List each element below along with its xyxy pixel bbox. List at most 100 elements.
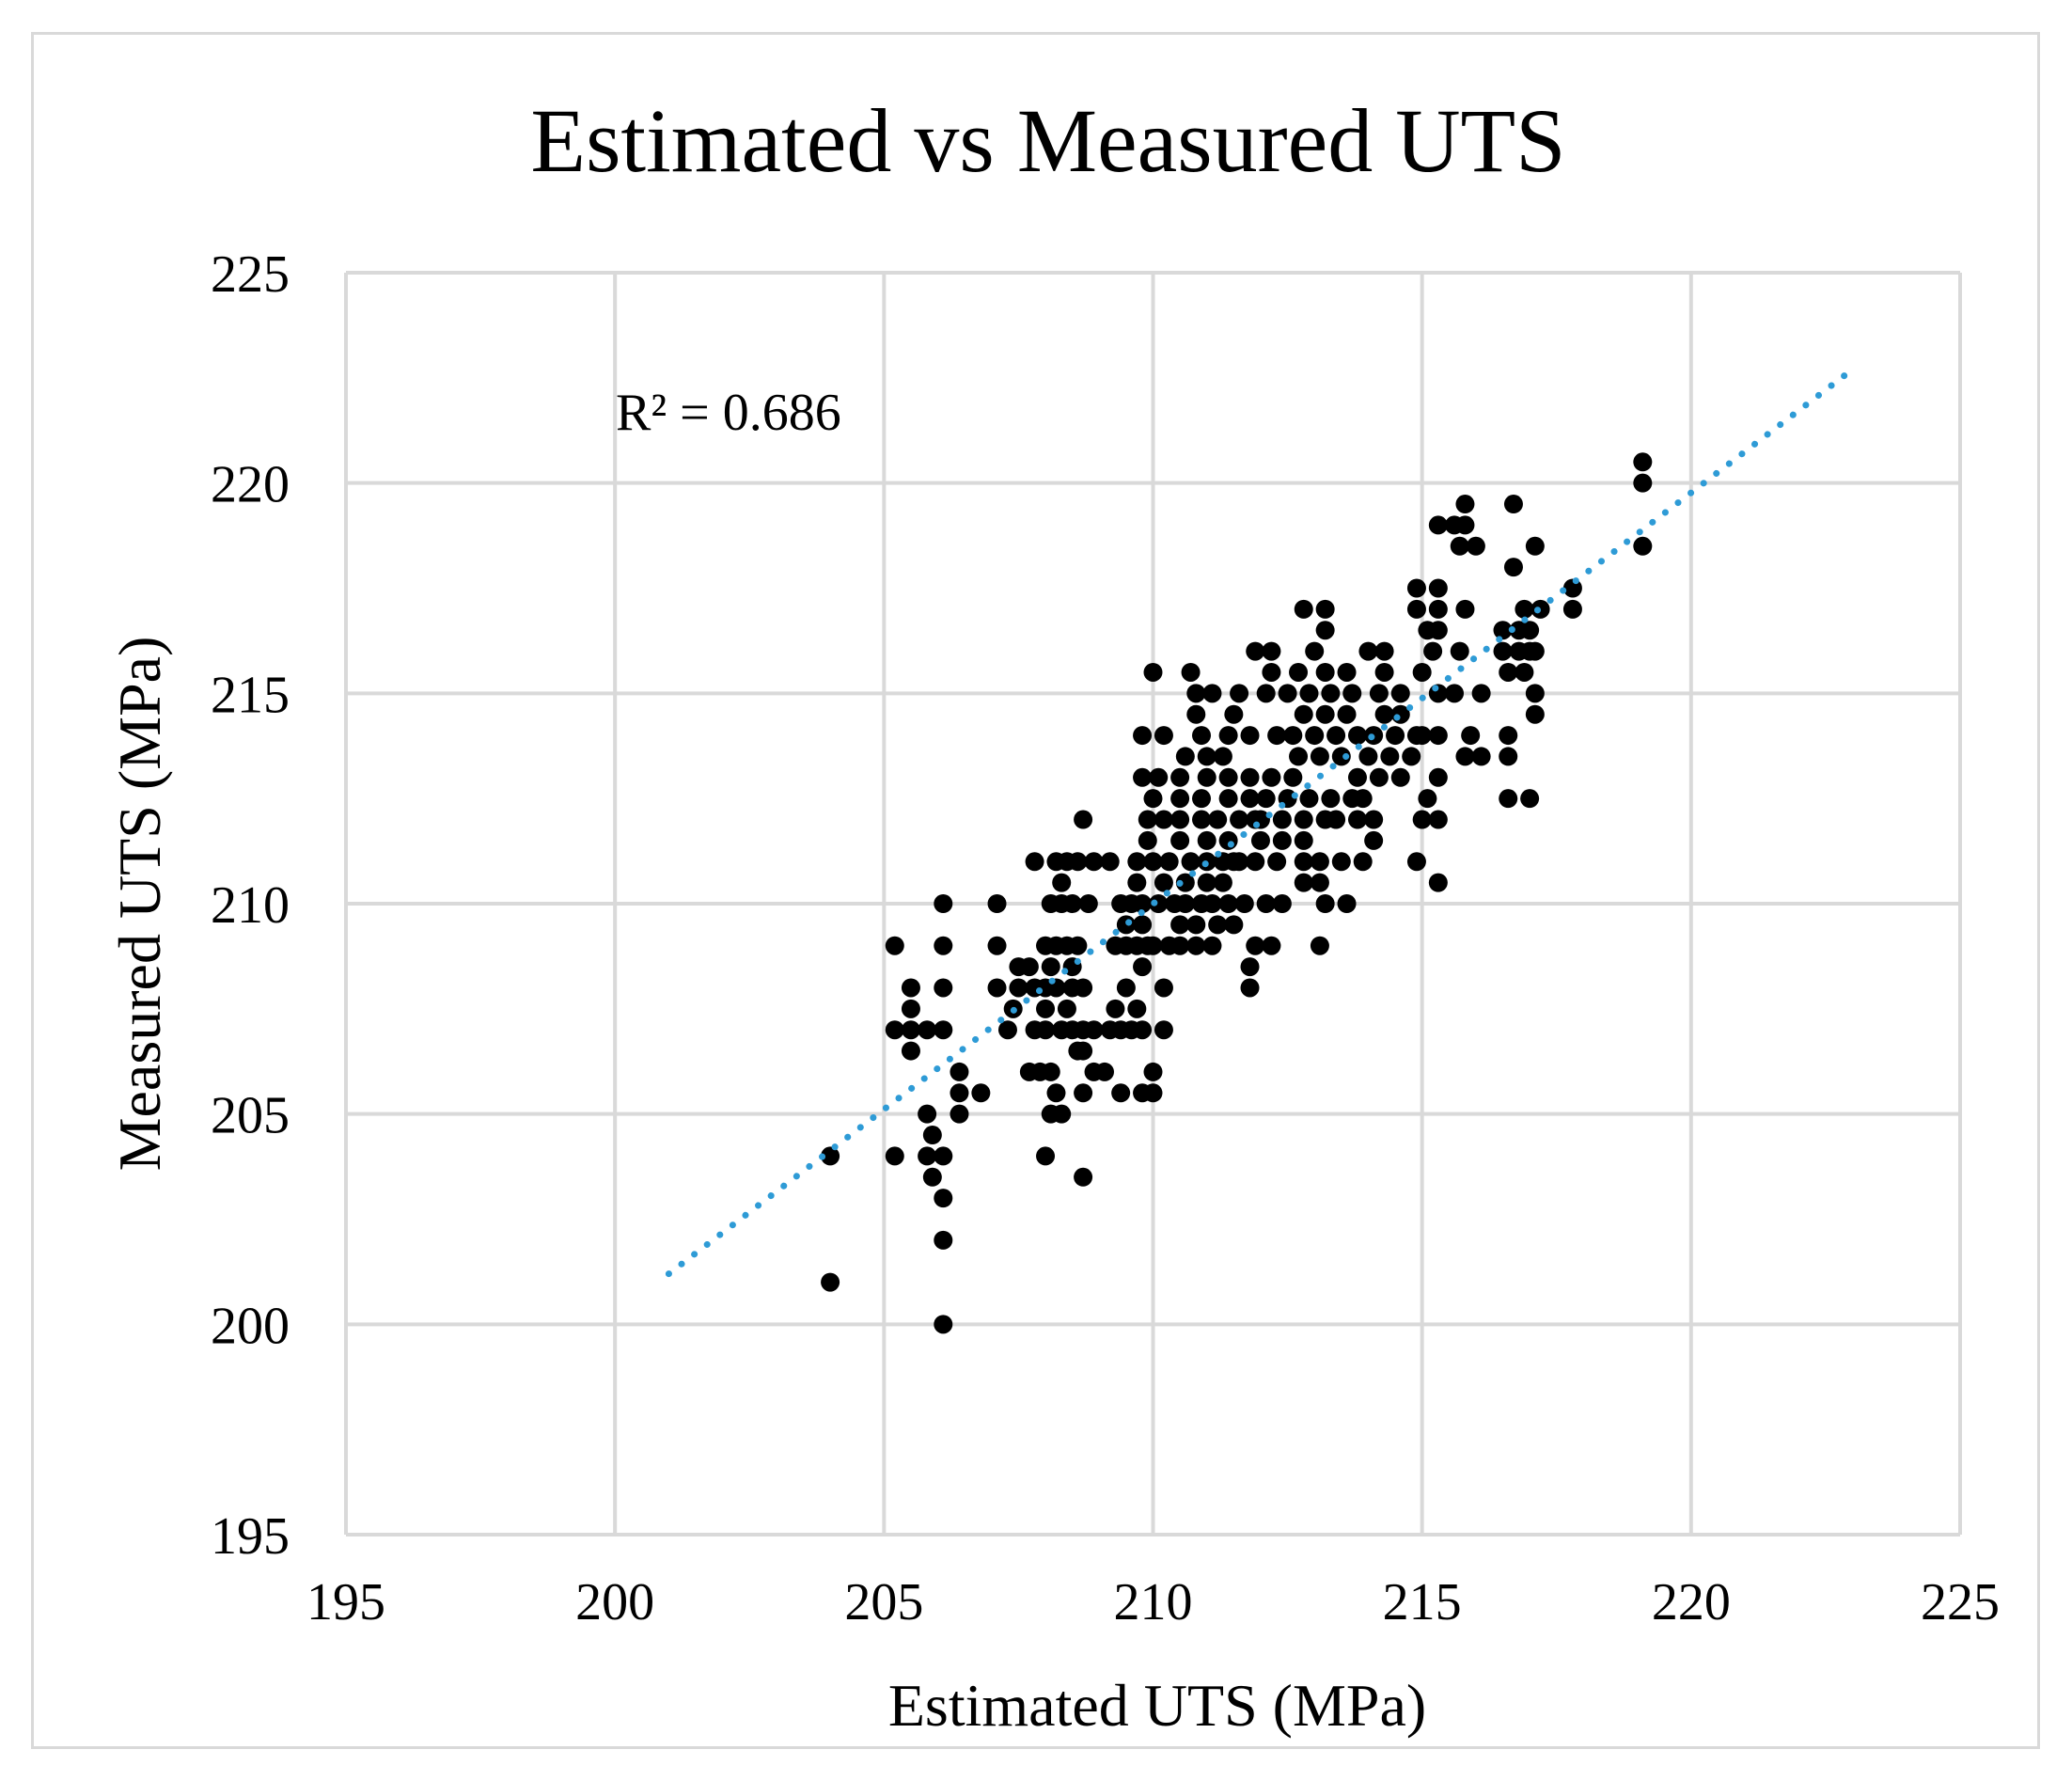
data-point-237 [1374,662,1394,682]
data-point-90 [1116,978,1136,998]
data-point-166 [1181,662,1201,682]
data-point-139 [1143,789,1163,809]
data-point-129 [1170,830,1190,850]
data-point-135 [1192,810,1212,829]
data-point-182 [1294,810,1313,829]
grid [344,271,1962,1537]
data-point-17 [934,1020,953,1040]
data-point-91 [1133,957,1153,977]
data-point-109 [1218,894,1238,913]
data-point-254 [1412,662,1432,682]
data-point-108 [1202,894,1222,913]
data-point-270 [1445,684,1465,703]
data-point-61 [1062,894,1082,913]
data-point-66 [1068,852,1088,872]
data-point-152 [1175,747,1195,766]
data-point-192 [1326,726,1346,746]
data-point-184 [1256,789,1276,809]
data-point-174 [1262,936,1281,955]
y-tick-label-1: 200 [211,1297,290,1355]
data-point-193 [1347,726,1367,746]
data-point-165 [1143,662,1163,682]
chart-title: Estimated vs Measured UTS [530,90,1565,191]
data-point-243 [1315,599,1335,619]
data-point-143 [1240,789,1260,809]
data-point-148 [1218,767,1238,787]
data-point-82 [1106,999,1125,1018]
data-point-229 [1358,747,1378,766]
data-point-214 [1294,852,1313,872]
data-point-137 [1230,810,1249,829]
data-point-103 [1133,894,1153,913]
data-point-203 [1246,641,1265,661]
data-point-121 [1127,852,1147,872]
data-point-210 [1310,747,1329,766]
data-point-114 [1208,915,1228,935]
data-point-5 [934,1146,953,1166]
data-point-200 [1289,662,1309,682]
data-point-98 [1170,936,1190,955]
data-point-124 [1181,852,1201,872]
data-point-28 [987,894,1007,913]
data-point-38 [1041,1104,1060,1124]
data-point-242 [1315,621,1335,640]
x-tick-label-6: 225 [1921,1573,2000,1631]
y-tick-label-3: 210 [211,876,290,935]
r-squared-annotation: R² = 0.686 [616,384,841,442]
data-point-86 [1154,1020,1173,1040]
data-point-118 [1175,873,1195,892]
data-point-84 [1143,1083,1163,1103]
data-point-245 [1406,852,1426,872]
x-tick-label-5: 220 [1652,1573,1731,1631]
data-point-266 [1466,536,1485,556]
data-point-15 [901,1020,920,1040]
data-point-147 [1197,767,1217,787]
data-point-209 [1289,747,1309,766]
data-point-274 [1471,747,1491,766]
data-point-2 [821,1146,840,1166]
data-point-298 [1633,473,1653,493]
data-point-123 [1159,852,1179,872]
data-point-156 [1154,726,1173,746]
data-point-62 [1078,894,1098,913]
data-point-291 [1525,704,1545,724]
data-point-146 [1170,767,1190,787]
data-point-9 [922,1126,942,1145]
data-point-219 [1337,894,1357,913]
data-point-16 [918,1020,937,1040]
data-point-208 [1337,704,1357,724]
data-point-228 [1390,767,1410,787]
data-point-235 [1369,684,1389,703]
data-point-85 [1143,1062,1163,1081]
data-point-3 [885,1146,904,1166]
data-point-195 [1278,684,1297,703]
data-point-272 [1461,726,1481,746]
data-point-261 [1428,578,1448,598]
data-point-201 [1315,662,1335,682]
data-point-134 [1170,810,1190,829]
data-point-196 [1299,684,1319,703]
data-point-104 [1149,894,1169,913]
data-point-117 [1154,873,1173,892]
data-point-136 [1208,810,1228,829]
data-point-158 [1218,726,1238,746]
data-point-112 [1170,915,1190,935]
y-tick-label-0: 195 [211,1507,290,1566]
data-point-31 [1009,978,1028,998]
data-point-189 [1267,726,1287,746]
data-point-204 [1262,641,1281,661]
data-point-69 [1052,873,1072,892]
data-point-72 [1041,957,1060,977]
x-axis-label: Estimated UTS (MPa) [888,1672,1426,1739]
data-point-24 [934,894,953,913]
data-point-250 [1428,767,1448,787]
data-point-79 [1094,1062,1114,1081]
data-point-106 [1175,894,1195,913]
data-point-163 [1202,684,1222,703]
data-point-11 [950,1104,969,1124]
data-point-14 [885,1020,904,1040]
data-point-4 [918,1146,937,1166]
y-tick-label-6: 225 [211,245,290,304]
data-point-155 [1133,726,1153,746]
data-point-27 [987,936,1007,955]
